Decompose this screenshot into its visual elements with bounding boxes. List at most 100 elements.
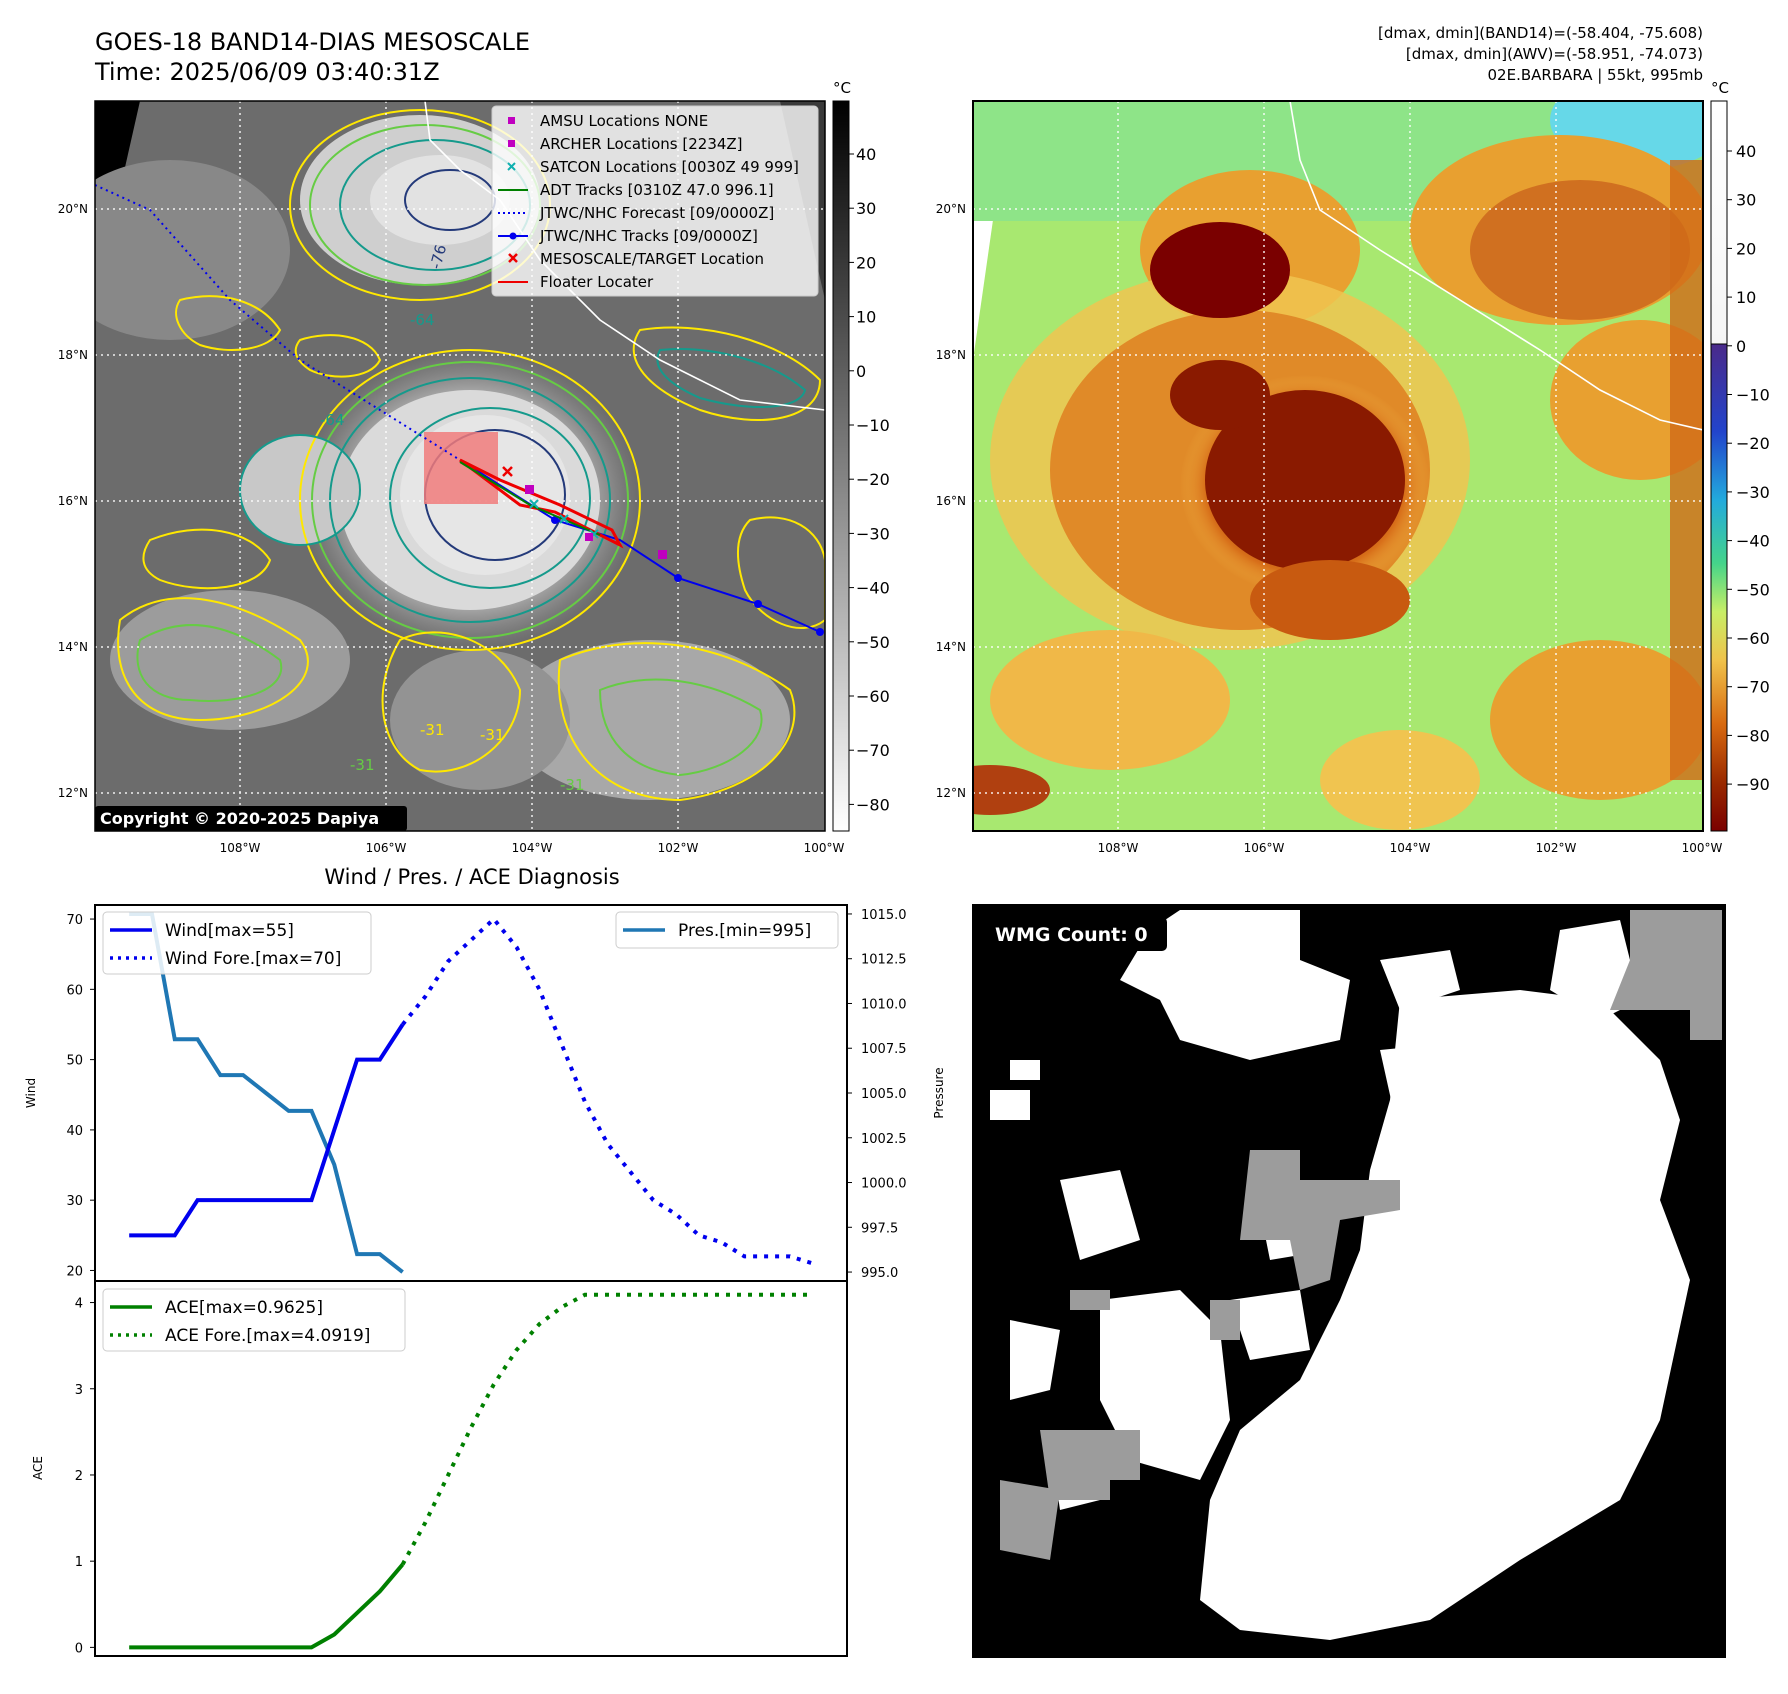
y-tick-label: 60 <box>66 983 83 998</box>
square-marker-icon <box>508 117 515 124</box>
contour-label: -64 <box>320 411 345 429</box>
adt-track <box>459 461 601 536</box>
best-track-points <box>551 516 824 636</box>
wind-line <box>129 1023 405 1238</box>
wind-pressure-plot: 20 30 40 50 60 70 1015.0 1012.5 1010.0 1007.5 1005… <box>66 908 906 1281</box>
pressure-axis-label: Pressure <box>932 1067 946 1118</box>
contour-label: -31 <box>480 726 505 744</box>
svg-text:106°W: 106°W <box>1244 841 1285 855</box>
legend-item: Floater Locater <box>540 273 654 291</box>
legend-item: AMSU Locations NONE <box>540 112 708 130</box>
ir-map-panel: -76 -64 -64 -31 -31 -31 -31 <box>58 79 890 855</box>
colorbar-unit: °C <box>833 79 851 97</box>
y-tick-label: 4 <box>75 1297 83 1312</box>
y2-tick-label: 1007.5 <box>861 1042 907 1057</box>
colorbar-unit: °C <box>1711 79 1729 97</box>
y-tick-label: 2 <box>75 1469 83 1484</box>
storm-info: 02E.BARBARA | 55kt, 995mb <box>1488 66 1703 84</box>
right-lon-labels: 108°W 106°W 104°W 102°W 100°W <box>1098 841 1723 855</box>
y2-tick-label: 1015.0 <box>861 908 907 923</box>
colorbar-tick-label: −30 <box>1736 483 1770 502</box>
svg-text:102°W: 102°W <box>1536 841 1577 855</box>
y2-tick-label: 1010.0 <box>861 997 907 1012</box>
svg-text:18°N: 18°N <box>58 348 88 362</box>
right-lat-labels: 20°N 18°N 16°N 14°N 12°N <box>936 202 966 800</box>
contour-label: -31 <box>350 756 375 774</box>
colorbar-tick-label: −60 <box>1736 629 1770 648</box>
colorbar-tick-label: −50 <box>856 633 890 652</box>
y2-tick-label: 1012.5 <box>861 953 907 968</box>
colorbar-tick-label: −70 <box>856 741 890 760</box>
colorbar-tick-label: −70 <box>1736 678 1770 697</box>
ace-legend: ACE[max=0.9625] ACE Fore.[max=4.0919] <box>102 1288 406 1352</box>
colorbar-tick-label: 30 <box>1736 191 1756 210</box>
wind-axis-label: Wind <box>24 1078 38 1108</box>
colorbar-tick-label: 10 <box>856 308 876 327</box>
y-tick-label: 50 <box>66 1054 83 1069</box>
colorbar-tick-label: 0 <box>1736 337 1746 356</box>
colorbar-tick-label: −10 <box>1736 386 1770 405</box>
legend-item: ACE[max=0.9625] <box>165 1298 323 1318</box>
target-marker <box>502 466 513 477</box>
svg-text:104°W: 104°W <box>1390 841 1431 855</box>
y2-tick-label: 1000.0 <box>861 1177 907 1192</box>
svg-text:104°W: 104°W <box>512 841 553 855</box>
legend-item: ACE Fore.[max=4.0919] <box>165 1326 370 1346</box>
map-time: Time: 2025/06/09 03:40:31Z <box>94 58 440 86</box>
y2-tick-label: 997.5 <box>861 1221 898 1236</box>
floater-locater <box>459 458 624 549</box>
legend-item: JTWC/NHC Tracks [09/0000Z] <box>539 227 758 245</box>
svg-text:14°N: 14°N <box>58 640 88 654</box>
awv-map-panel: 20°N18°N 16°N14°N 12°N 108°W 106°W 104°W 1… <box>936 79 1770 855</box>
wmg-count-label: WMG Count: 0 <box>995 924 1148 946</box>
archer-marker <box>585 533 593 541</box>
svg-text:106°W: 106°W <box>366 841 407 855</box>
svg-text:16°N: 16°N <box>936 494 966 508</box>
svg-text:18°N: 18°N <box>936 348 966 362</box>
colorbar-tick-label: −90 <box>1736 775 1770 794</box>
legend-item: Wind[max=55] <box>165 921 294 941</box>
y-tick-label: 3 <box>75 1383 83 1398</box>
graticule <box>973 101 1703 831</box>
awv-colorbar <box>1710 343 1728 832</box>
x-marker-icon <box>507 162 516 171</box>
colorbar-tick-label: −80 <box>856 795 890 814</box>
pressure-line <box>129 911 404 1274</box>
colorbar-tick-label: −30 <box>856 524 890 543</box>
y-tick-label: 0 <box>75 1641 83 1656</box>
x-marker-icon <box>508 253 518 263</box>
ir-colorbar <box>832 100 850 832</box>
legend-item: SATCON Locations [0030Z 49 999] <box>540 158 799 176</box>
wind-forecast-line <box>401 916 814 1266</box>
left-lat-labels: 20°N 18°N 16°N 14°N 12°N <box>58 202 88 800</box>
colorbar-tick-label: 40 <box>1736 142 1756 161</box>
contour-label: -31 <box>560 776 585 794</box>
colorbar-tick-label: −40 <box>1736 532 1770 551</box>
copyright-text: Copyright © 2020-2025 Dapiya <box>100 809 379 828</box>
left-lon-labels: 108°W 106°W 104°W 102°W 100°W <box>220 841 845 855</box>
ir-colorbar-ticks: 40 30 20 10 0 −10 −20 −30 −40 −50 −60 −70 −80 <box>849 145 890 814</box>
colorbar-tick-label: −10 <box>856 416 890 435</box>
y2-tick-label: 995.0 <box>861 1266 898 1281</box>
svg-text:108°W: 108°W <box>1098 841 1139 855</box>
chart-title: Wind / Pres. / ACE Diagnosis <box>324 865 619 889</box>
square-marker-icon <box>508 140 515 147</box>
svg-text:14°N: 14°N <box>936 640 966 654</box>
wmg-panel: WMG Count: 0 <box>972 904 1726 1658</box>
legend-item: Pres.[min=995] <box>678 921 811 941</box>
svg-text:16°N: 16°N <box>58 494 88 508</box>
contour-label: -31 <box>420 721 445 739</box>
wind-legend: Wind[max=55] Wind Fore.[max=70] <box>102 911 372 975</box>
legend-item: ADT Tracks [0310Z 47.0 996.1] <box>540 181 774 199</box>
legend-item: Wind Fore.[max=70] <box>165 949 341 969</box>
awv-colorbar-ticks: 40 30 20 10 0 −10 −20 −30 −40 −50 −60 −70 −80 −90 <box>1727 142 1770 794</box>
svg-text:12°N: 12°N <box>58 786 88 800</box>
archer-marker <box>525 485 534 494</box>
y2-tick-label: 1005.0 <box>861 1087 907 1102</box>
colorbar-tick-label: 40 <box>856 145 876 164</box>
svg-text:100°W: 100°W <box>804 841 845 855</box>
colorbar-tick-label: −60 <box>856 687 890 706</box>
stats-awv: [dmax, dmin](AWV)=(-58.951, -74.073) <box>1406 45 1703 63</box>
colorbar-tick-label: 10 <box>1736 288 1756 307</box>
